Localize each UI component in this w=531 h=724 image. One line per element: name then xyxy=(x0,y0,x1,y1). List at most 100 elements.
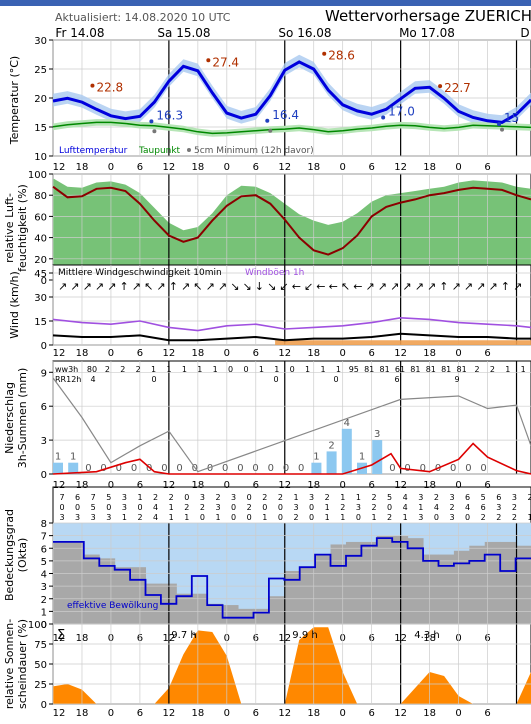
day-label: Fr 14.08 xyxy=(55,26,104,40)
x-tick-label: 0 xyxy=(108,480,114,491)
extreme-point xyxy=(381,115,386,120)
cloud-cover-bar xyxy=(361,541,378,624)
y-axis-title-line: feuchtigkeit (%) xyxy=(16,184,29,272)
ww-value: 81 xyxy=(364,365,374,374)
cloud-code: 1 xyxy=(356,493,361,502)
y-tick-label: 2 xyxy=(41,595,47,606)
cloud-code: 3 xyxy=(496,503,501,512)
x-tick-label: 18 xyxy=(191,348,204,359)
min-temp-point xyxy=(500,127,505,132)
cloud-code: 2 xyxy=(496,513,501,522)
cloud-code: 3 xyxy=(418,513,423,522)
ww-value: 1 xyxy=(259,365,264,374)
precip-bar-label: 3 xyxy=(374,429,380,440)
cloud-code: 3 xyxy=(122,493,127,502)
extreme-point xyxy=(497,122,502,127)
cloud-cover-bar xyxy=(345,541,362,624)
cloud-code: 4 xyxy=(434,503,439,512)
ww-value: 1 xyxy=(197,365,202,374)
y-axis-title: relative Luft-feuchtigkeit (%) xyxy=(3,184,29,272)
cloud-code: 0 xyxy=(434,513,439,522)
panel-grid xyxy=(49,265,531,346)
wind-direction-arrow: ↑ xyxy=(501,280,510,293)
ww-value: 1 xyxy=(305,365,310,374)
ww-value: 1 xyxy=(505,365,510,374)
cloud-code: 4 xyxy=(153,503,158,512)
x-tick-label: 18 xyxy=(76,480,89,491)
cloud-code: 2 xyxy=(512,503,517,512)
cloud-code: 2 xyxy=(169,493,174,502)
cloud-cover-bar xyxy=(423,554,439,624)
cloud-cover-bar xyxy=(99,558,116,624)
cloud-code: 0 xyxy=(59,503,64,512)
cloud-code: 1 xyxy=(340,493,345,502)
x-tick-label: 0 xyxy=(108,162,114,173)
x-tick-label: 18 xyxy=(76,348,89,359)
ww-value: 1 xyxy=(182,365,187,374)
cloud-code: 1 xyxy=(169,503,174,512)
precip-bar xyxy=(341,428,352,474)
x-tick-label: 0 xyxy=(455,480,461,491)
cloud-code: 4 xyxy=(465,503,470,512)
cloud-code: 1 xyxy=(403,513,408,522)
x-tick-label: 6 xyxy=(253,348,259,359)
x-tick-label: 18 xyxy=(307,162,320,173)
x-tick-label: 18 xyxy=(307,348,320,359)
precip-bar-label: 0 xyxy=(100,463,106,474)
x-tick-label: 0 xyxy=(455,708,461,719)
y-tick-label: 25 xyxy=(34,680,47,691)
x-tick-label: 12 xyxy=(394,348,407,359)
cloud-code: 0 xyxy=(465,513,470,522)
legend-dewpoint: Taupunkt xyxy=(138,146,181,156)
cloud-cover-bar xyxy=(469,545,486,624)
x-tick-label: 6 xyxy=(137,480,143,491)
precip-bar-label: 0 xyxy=(176,463,182,474)
precip-bar-label: 0 xyxy=(146,463,152,474)
ww-value: 81 xyxy=(457,365,467,374)
extreme-point xyxy=(265,118,270,123)
precip-bar-label: 0 xyxy=(85,463,91,474)
rr12-value: 0 xyxy=(333,375,338,384)
wind-direction-arrow: ↗ xyxy=(156,280,165,293)
x-tick-label: 12 xyxy=(53,633,66,644)
extreme-point xyxy=(438,84,443,89)
x-tick-label: 6 xyxy=(484,480,490,491)
precip-bar-label: 0 xyxy=(161,463,167,474)
x-tick-label: 12 xyxy=(278,708,291,719)
cloud-cover-bar xyxy=(207,603,224,624)
ww-value: 2 xyxy=(474,365,479,374)
x-tick-label: 18 xyxy=(191,708,204,719)
cloud-code: 2 xyxy=(512,513,517,522)
day-label: Sa 15.08 xyxy=(157,26,210,40)
cloud-code: 3 xyxy=(200,493,205,502)
precip-bar-label: 0 xyxy=(480,463,486,474)
y-axis-title: relative Sonnen-scheindauer (%) xyxy=(3,619,29,709)
cloud-code: 1 xyxy=(215,513,220,522)
cloud-cover-bar xyxy=(376,535,393,624)
y-axis-title: Niederschlag 3h-Summen (mm) xyxy=(3,368,29,469)
cloud-code: 2 xyxy=(387,513,392,522)
cloud-code: 3 xyxy=(449,493,454,502)
x-tick-label: 18 xyxy=(307,708,320,719)
ww-value: 1 xyxy=(336,365,341,374)
wind-direction-arrow: ↗ xyxy=(513,280,522,293)
wind-direction-arrow: ↗ xyxy=(83,280,92,293)
temperature-line xyxy=(52,60,531,124)
dewpoint-line xyxy=(52,121,531,135)
cloud-code: 4 xyxy=(403,503,408,512)
ww-row-label: ww3h xyxy=(55,365,78,374)
ww-value: 1 xyxy=(320,365,325,374)
cloud-code: 1 xyxy=(325,503,330,512)
humidity-line xyxy=(52,185,531,256)
x-tick-label: 0 xyxy=(340,348,346,359)
y-tick-label: 10 xyxy=(34,152,47,163)
precip-bar-label: 0 xyxy=(207,463,213,474)
ww-value: 81 xyxy=(441,365,451,374)
cloud-code: 2 xyxy=(200,503,205,512)
y-tick-label: 4 xyxy=(41,570,47,581)
cloud-cover-bar xyxy=(130,567,147,624)
x-tick-label: 6 xyxy=(368,480,374,491)
cloud-code: 3 xyxy=(91,513,96,522)
precip-bar xyxy=(53,462,63,474)
